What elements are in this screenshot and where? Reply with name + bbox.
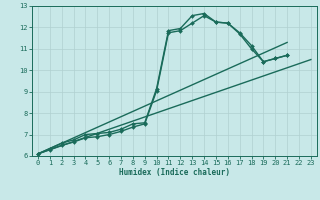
X-axis label: Humidex (Indice chaleur): Humidex (Indice chaleur) (119, 168, 230, 177)
